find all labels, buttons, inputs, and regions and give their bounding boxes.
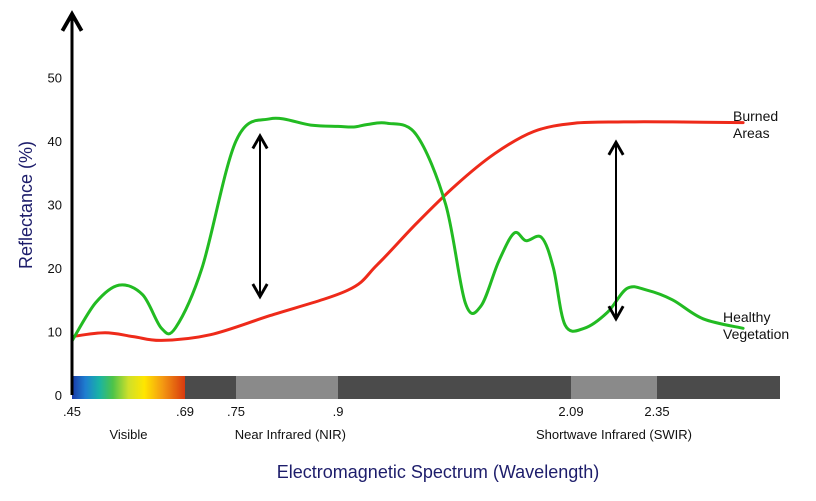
series-label-line: Burned bbox=[733, 108, 778, 124]
series-lines bbox=[70, 116, 745, 343]
y-tick-label: 0 bbox=[55, 388, 62, 403]
series-line-burned-areas bbox=[70, 120, 745, 342]
y-axis-title: Reflectance (%) bbox=[16, 141, 36, 269]
band-segment-visible bbox=[72, 376, 185, 399]
x-tick-label: 2.35 bbox=[644, 404, 669, 419]
band-segment-tail bbox=[657, 376, 780, 399]
x-tick-label: .75 bbox=[227, 404, 245, 419]
band-segment-swir bbox=[571, 376, 657, 399]
region-label-visible: Visible bbox=[109, 427, 147, 442]
y-tick-label: 50 bbox=[48, 71, 62, 86]
y-tick-label: 10 bbox=[48, 325, 62, 340]
series-line-healthy-vegetation bbox=[70, 116, 745, 343]
y-tick-label: 20 bbox=[48, 261, 62, 276]
spectrum-regions: Visible Near Infrared (NIR) Shortwave Infr… bbox=[109, 427, 692, 442]
x-tick-label: .9 bbox=[333, 404, 344, 419]
x-axis-ticks: .45 .69 .75 .9 2.09 2.35 bbox=[63, 404, 670, 419]
x-tick-label: .69 bbox=[176, 404, 194, 419]
x-tick-label: .45 bbox=[63, 404, 81, 419]
y-tick-label: 30 bbox=[48, 198, 62, 213]
band-segment-nir bbox=[236, 376, 338, 399]
y-tick-label: 40 bbox=[48, 134, 62, 149]
x-axis-title: Electromagnetic Spectrum (Wavelength) bbox=[277, 462, 599, 482]
region-label-shortwave-infrared-swir: Shortwave Infrared (SWIR) bbox=[536, 427, 692, 442]
band-segment-red-edge bbox=[185, 376, 236, 399]
difference-arrows bbox=[251, 133, 625, 322]
spectrum-band bbox=[72, 376, 780, 399]
x-tick-label: 2.09 bbox=[558, 404, 583, 419]
region-label-near-infrared-nir: Near Infrared (NIR) bbox=[235, 427, 346, 442]
series-label-line: Vegetation bbox=[723, 326, 789, 342]
series-label-line: Areas bbox=[733, 125, 770, 141]
band-segment-mid-gap bbox=[338, 376, 571, 399]
series-label-line: Healthy bbox=[723, 309, 770, 325]
y-axis-ticks: 0 10 20 30 40 50 bbox=[48, 71, 62, 404]
